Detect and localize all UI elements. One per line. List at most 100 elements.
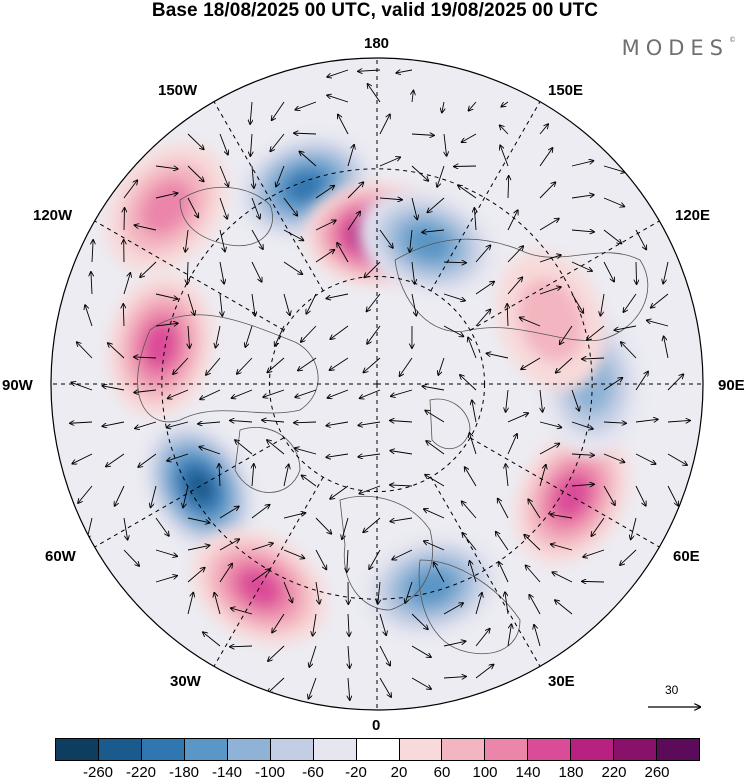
wind-vector	[283, 465, 289, 487]
wind-vector	[520, 318, 541, 327]
wind-vector	[571, 195, 594, 199]
lon-label-0: 0	[372, 717, 381, 734]
wind-vector	[667, 485, 678, 506]
wind-vector	[583, 549, 605, 557]
wind-vector	[283, 513, 305, 519]
wind-vector	[539, 255, 561, 263]
wind-vector	[443, 293, 465, 301]
wind-vector	[91, 272, 92, 295]
wind-vector	[155, 293, 177, 299]
colorbar-tick-label: -180	[168, 764, 200, 781]
wind-vector	[251, 261, 262, 282]
wind-vector	[283, 549, 304, 558]
wind-vector	[425, 410, 445, 423]
lon-label-60e: 60E	[673, 548, 700, 565]
wind-vector	[219, 165, 228, 186]
wind-vector	[422, 230, 445, 232]
wind-vector	[424, 541, 445, 551]
wind-vector	[251, 293, 255, 316]
wind-vector	[301, 325, 317, 342]
colorbar-tick-label: 20	[390, 764, 408, 781]
wind-vector	[123, 304, 124, 327]
wind-vector	[635, 372, 648, 391]
wind-vector	[123, 273, 130, 295]
wind-vector	[198, 422, 221, 424]
colorbar-swatch	[98, 739, 142, 760]
lon-label-120w: 120W	[33, 207, 73, 224]
wind-vector	[185, 229, 188, 252]
wind-vector	[507, 304, 508, 327]
wind-vector	[390, 421, 413, 422]
colorbar-tick-label: -60	[302, 764, 324, 781]
wind-vector	[70, 422, 93, 423]
wind-vector	[475, 245, 490, 263]
wind-vector	[187, 165, 204, 181]
colorbar-swatch	[485, 739, 529, 760]
wind-vector	[155, 193, 177, 199]
wind-vector	[507, 246, 523, 263]
wind-vector	[411, 645, 431, 657]
wind-vector	[338, 114, 349, 135]
wind-vector	[474, 208, 476, 231]
wind-vector	[635, 485, 646, 506]
wind-vector	[326, 453, 349, 457]
wind-vector	[434, 563, 445, 583]
wind-vector	[230, 646, 253, 647]
wind-vector	[367, 293, 381, 311]
wind-vector	[252, 165, 254, 188]
wind-vector	[306, 293, 317, 314]
wind-vector	[390, 517, 413, 521]
wind-vector	[232, 389, 253, 398]
map-border	[50, 57, 704, 711]
wind-vector	[411, 165, 428, 181]
lon-label-60w: 60W	[45, 548, 76, 565]
wind-vector	[529, 595, 541, 615]
wind-vector	[206, 357, 221, 375]
wind-vector	[367, 325, 381, 344]
wind-vector	[295, 448, 317, 455]
colorbar-swatch	[571, 739, 615, 760]
wind-vector	[631, 517, 637, 539]
wind-vector	[219, 197, 227, 219]
wind-vector	[313, 613, 317, 636]
wind-vector	[155, 517, 169, 536]
wind-vector	[582, 358, 605, 359]
wind-vector	[348, 613, 349, 636]
wind-vector	[443, 641, 465, 647]
wind-vector	[603, 197, 624, 206]
wind-vector	[369, 549, 381, 569]
wind-vector	[411, 134, 434, 135]
wind-vector	[283, 197, 297, 216]
wind-vector	[347, 145, 354, 167]
wind-vector	[437, 165, 445, 187]
wind-vector	[360, 389, 381, 398]
wind-vector	[347, 212, 360, 231]
wind-vector	[539, 124, 548, 135]
wind-vector	[358, 453, 381, 457]
wind-vector	[390, 451, 413, 455]
wind-vector	[364, 261, 381, 277]
wind-vector	[571, 293, 583, 313]
wind-vector	[283, 581, 292, 602]
wind-vector	[308, 677, 317, 699]
anomaly-contour	[286, 171, 325, 202]
wind-vector	[390, 485, 413, 486]
wind-vectors	[70, 70, 690, 700]
wind-vector	[379, 114, 390, 135]
colorbar-tick-label: 140	[515, 764, 541, 781]
colorbar-tick-label: 180	[558, 764, 584, 781]
wind-vector	[571, 484, 594, 486]
chart-title: Base 18/08/2025 00 UTC, valid 19/08/2025…	[151, 0, 599, 21]
wind-vector	[603, 422, 626, 423]
wind-vector	[458, 185, 477, 199]
wind-vector	[358, 70, 381, 71]
wind-vector	[155, 165, 178, 169]
anomaly-contour	[404, 224, 452, 262]
wind-vector	[262, 420, 285, 422]
wind-vector	[472, 400, 477, 423]
wind-vector	[462, 533, 477, 551]
colorbar-swatch	[356, 739, 400, 760]
anomaly-contour	[140, 179, 193, 235]
lon-label-150e: 150E	[548, 82, 584, 99]
wind-vector	[460, 375, 477, 391]
